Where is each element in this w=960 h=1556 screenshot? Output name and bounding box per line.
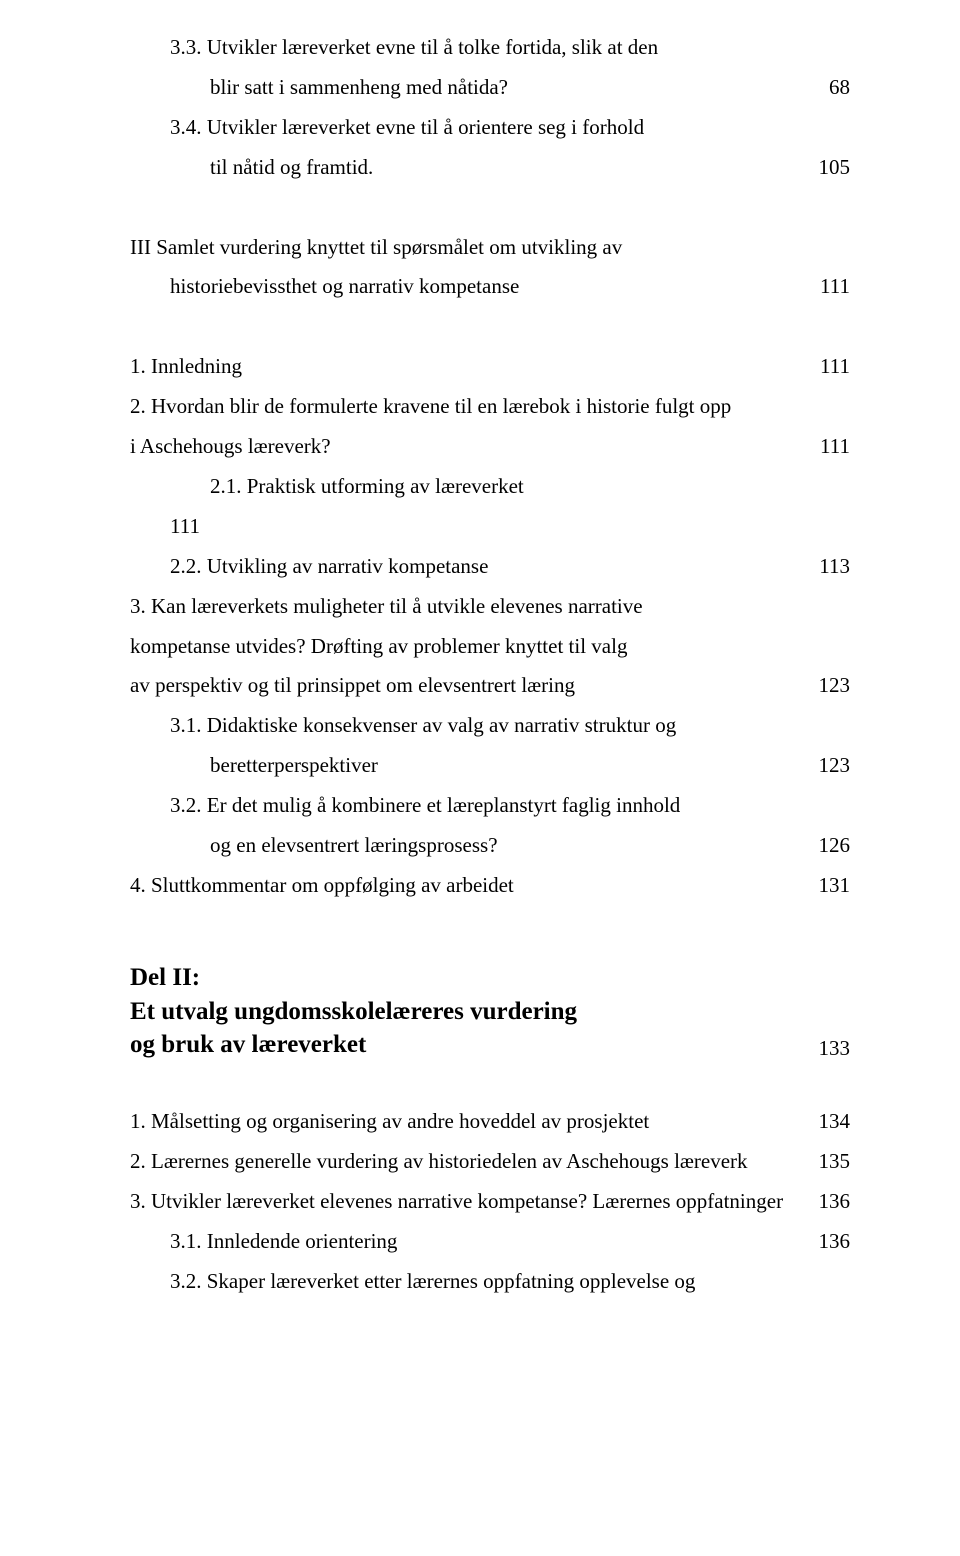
toc-entry: 3. Utvikler læreverket elevenes narrativ… bbox=[130, 1182, 850, 1222]
toc-entry-page: 123 bbox=[799, 746, 851, 786]
toc-section-2: 1. Målsetting og organisering av andre h… bbox=[130, 1062, 850, 1301]
toc-entry-page: 113 bbox=[799, 547, 850, 587]
heading-line-1: Del II: bbox=[130, 961, 850, 995]
toc-entry: til nåtid og framtid.105 bbox=[130, 148, 850, 188]
toc-entry-page: 136 bbox=[799, 1182, 851, 1222]
toc-entry: 3.4. Utvikler læreverket evne til å orie… bbox=[130, 108, 850, 148]
spacer bbox=[130, 188, 850, 228]
toc-entry-label: 2.1. Praktisk utforming av læreverket bbox=[210, 467, 850, 507]
toc-entry: 3.2. Skaper læreverket etter lærernes op… bbox=[130, 1262, 850, 1302]
toc-entry-label: 4. Sluttkommentar om oppfølging av arbei… bbox=[130, 866, 799, 906]
heading-line-3: og bruk av læreverket bbox=[130, 1028, 799, 1062]
toc-entry-page: 68 bbox=[809, 68, 850, 108]
toc-entry: 1. Innledning111 bbox=[130, 347, 850, 387]
toc-entry-label: III Samlet vurdering knyttet til spørsmå… bbox=[130, 228, 850, 268]
toc-section-1: 3.3. Utvikler læreverket evne til å tolk… bbox=[130, 28, 850, 906]
toc-entry-page: 126 bbox=[799, 826, 851, 866]
toc-entry-label: 3.2. Er det mulig å kombinere et lærepla… bbox=[170, 786, 850, 826]
spacer bbox=[130, 307, 850, 347]
toc-entry-label: 3. Kan læreverkets muligheter til å utvi… bbox=[130, 587, 850, 627]
toc-entry-label: 3.2. Skaper læreverket etter lærernes op… bbox=[170, 1262, 850, 1302]
toc-entry-label: 3.4. Utvikler læreverket evne til å orie… bbox=[170, 108, 850, 148]
toc-entry: kompetanse utvides? Drøfting av probleme… bbox=[130, 627, 850, 667]
toc-entry-label: 3.1. Innledende orientering bbox=[170, 1222, 799, 1262]
toc-entry-label: 2. Hvordan blir de formulerte kravene ti… bbox=[130, 387, 850, 427]
toc-entry: 1. Målsetting og organisering av andre h… bbox=[130, 1102, 850, 1142]
toc-entry: 4. Sluttkommentar om oppfølging av arbei… bbox=[130, 866, 850, 906]
part-2-heading: Del II: Et utvalg ungdomsskolelæreres vu… bbox=[130, 961, 850, 1062]
toc-entry: i Aschehougs læreverk?111 bbox=[130, 427, 850, 467]
toc-entry-page: 136 bbox=[799, 1222, 851, 1262]
toc-entry-page: 123 bbox=[799, 666, 851, 706]
toc-entry-label: kompetanse utvides? Drøfting av probleme… bbox=[130, 627, 850, 667]
toc-entry: 3.1. Innledende orientering136 bbox=[130, 1222, 850, 1262]
toc-entry: 3.3. Utvikler læreverket evne til å tolk… bbox=[130, 28, 850, 68]
toc-entry: 2.1. Praktisk utforming av læreverket bbox=[130, 467, 850, 507]
toc-entry-page: 105 bbox=[799, 148, 851, 188]
heading-line-2: Et utvalg ungdomsskolelæreres vurdering bbox=[130, 995, 850, 1029]
toc-entry: 3.1. Didaktiske konsekvenser av valg av … bbox=[130, 706, 850, 746]
toc-entry-label: blir satt i sammenheng med nåtida? bbox=[210, 68, 809, 108]
toc-entry: 2.2. Utvikling av narrativ kompetanse113 bbox=[130, 547, 850, 587]
toc-entry: og en elevsentrert læringsprosess?126 bbox=[130, 826, 850, 866]
document-page: 3.3. Utvikler læreverket evne til å tolk… bbox=[0, 0, 960, 1556]
toc-entry: beretterperspektiver123 bbox=[130, 746, 850, 786]
spacer bbox=[130, 1062, 850, 1102]
toc-entry-label: beretterperspektiver bbox=[210, 746, 799, 786]
toc-entry-label: 2.2. Utvikling av narrativ kompetanse bbox=[170, 547, 799, 587]
toc-entry-label: 3.3. Utvikler læreverket evne til å tolk… bbox=[170, 28, 850, 68]
toc-entry: 3.2. Er det mulig å kombinere et lærepla… bbox=[130, 786, 850, 826]
toc-entry: III Samlet vurdering knyttet til spørsmå… bbox=[130, 228, 850, 268]
toc-entry-label: 3. Utvikler læreverket elevenes narrativ… bbox=[130, 1182, 799, 1222]
toc-entry-page: 135 bbox=[799, 1142, 851, 1182]
heading-page: 133 bbox=[799, 1034, 851, 1062]
toc-entry-label: 3.1. Didaktiske konsekvenser av valg av … bbox=[170, 706, 850, 746]
toc-entry: av perspektiv og til prinsippet om elevs… bbox=[130, 666, 850, 706]
toc-entry: 2. Lærernes generelle vurdering av histo… bbox=[130, 1142, 850, 1182]
toc-entry-label: av perspektiv og til prinsippet om elevs… bbox=[130, 666, 799, 706]
toc-entry-page: 131 bbox=[799, 866, 851, 906]
toc-entry-page: 111 bbox=[800, 267, 850, 307]
toc-entry-label: til nåtid og framtid. bbox=[210, 148, 799, 188]
toc-line: 111 bbox=[130, 507, 850, 547]
toc-entry-label: historiebevissthet og narrativ kompetans… bbox=[170, 267, 800, 307]
toc-entry-page: 111 bbox=[800, 427, 850, 467]
toc-entry-label: i Aschehougs læreverk? bbox=[130, 427, 800, 467]
toc-entry: historiebevissthet og narrativ kompetans… bbox=[130, 267, 850, 307]
toc-entry: 3. Kan læreverkets muligheter til å utvi… bbox=[130, 587, 850, 627]
toc-entry-label: og en elevsentrert læringsprosess? bbox=[210, 826, 799, 866]
toc-entry: blir satt i sammenheng med nåtida?68 bbox=[130, 68, 850, 108]
toc-entry-page: 111 bbox=[800, 347, 850, 387]
toc-entry-page: 134 bbox=[799, 1102, 851, 1142]
toc-entry-label: 1. Målsetting og organisering av andre h… bbox=[130, 1102, 799, 1142]
toc-entry-label: 2. Lærernes generelle vurdering av histo… bbox=[130, 1142, 799, 1182]
toc-entry-label: 1. Innledning bbox=[130, 347, 800, 387]
toc-entry: 2. Hvordan blir de formulerte kravene ti… bbox=[130, 387, 850, 427]
